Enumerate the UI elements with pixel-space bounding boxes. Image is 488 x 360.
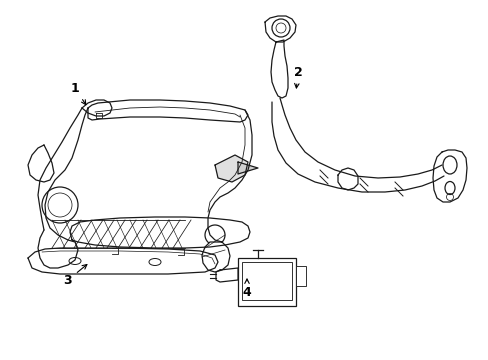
Text: 4: 4 xyxy=(242,279,251,300)
Bar xyxy=(242,262,291,300)
Polygon shape xyxy=(432,150,466,202)
Polygon shape xyxy=(216,268,238,282)
Polygon shape xyxy=(96,113,102,118)
Polygon shape xyxy=(270,40,287,98)
Bar xyxy=(238,258,295,306)
Polygon shape xyxy=(70,217,249,248)
Text: 2: 2 xyxy=(293,66,302,88)
Polygon shape xyxy=(82,100,112,116)
Polygon shape xyxy=(88,100,247,122)
Text: 3: 3 xyxy=(63,265,87,287)
Polygon shape xyxy=(28,248,218,274)
Polygon shape xyxy=(264,16,295,42)
Polygon shape xyxy=(202,242,229,272)
Polygon shape xyxy=(238,162,258,174)
Polygon shape xyxy=(337,168,357,190)
Text: 1: 1 xyxy=(70,81,85,105)
Polygon shape xyxy=(28,145,54,182)
Bar xyxy=(295,266,305,286)
Polygon shape xyxy=(215,155,247,182)
